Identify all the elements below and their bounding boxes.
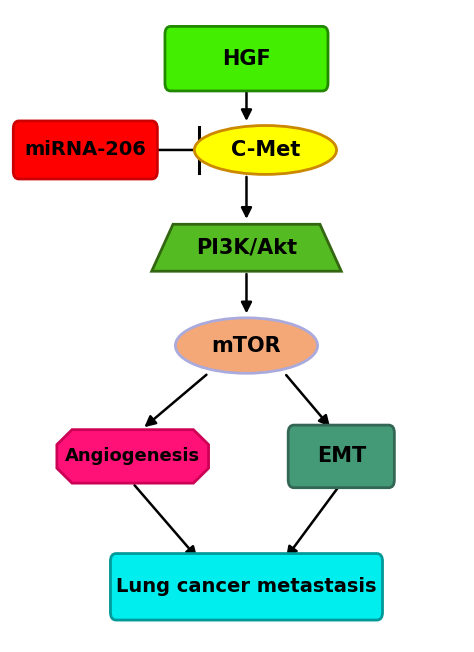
FancyBboxPatch shape — [110, 554, 383, 620]
FancyBboxPatch shape — [288, 425, 394, 488]
Ellipse shape — [194, 125, 337, 174]
Ellipse shape — [175, 318, 318, 373]
Text: C-Met: C-Met — [231, 140, 300, 160]
Text: HGF: HGF — [222, 49, 271, 68]
Text: EMT: EMT — [317, 447, 366, 466]
Text: PI3K/Akt: PI3K/Akt — [196, 238, 297, 258]
Polygon shape — [152, 224, 341, 271]
Text: Lung cancer metastasis: Lung cancer metastasis — [116, 577, 377, 597]
FancyBboxPatch shape — [165, 26, 328, 91]
FancyBboxPatch shape — [13, 121, 157, 179]
Text: miRNA-206: miRNA-206 — [24, 140, 146, 160]
Text: mTOR: mTOR — [212, 336, 281, 355]
Text: Angiogenesis: Angiogenesis — [65, 447, 201, 466]
Polygon shape — [57, 430, 209, 483]
